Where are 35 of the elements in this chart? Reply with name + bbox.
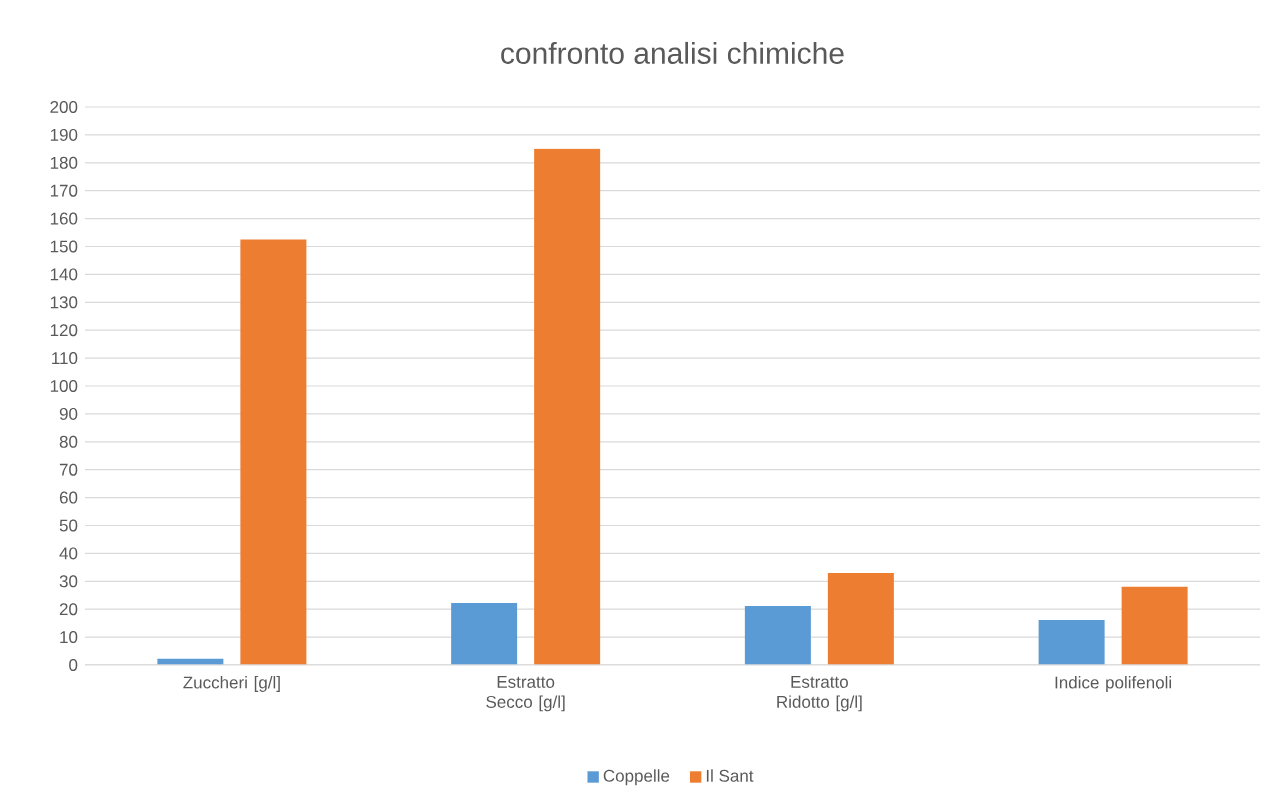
x-tick-label: Estratto Secco [g/l]: [486, 676, 565, 712]
y-tick-label: 160: [50, 212, 78, 225]
x-tick-label: Indice polifenoli: [1055, 676, 1172, 692]
y-tick-label: 120: [50, 324, 78, 337]
y-tick-label: 90: [59, 407, 78, 420]
bar: [451, 603, 518, 665]
bar: [1121, 586, 1188, 665]
bar: [1038, 620, 1105, 665]
y-tick-label: 130: [50, 296, 78, 309]
y-tick-label: 40: [59, 547, 78, 560]
bar: [744, 606, 811, 665]
y-tick-label: 140: [50, 268, 78, 281]
y-tick-label: 190: [50, 128, 78, 141]
y-tick-label: 170: [50, 184, 78, 197]
legend-label: Il Sant: [706, 769, 754, 782]
y-tick-label: 110: [52, 352, 78, 365]
y-tick-label: 70: [59, 463, 78, 476]
y-tick-label: 80: [59, 435, 78, 448]
bar: [240, 239, 307, 665]
x-tick-label: Estratto Ridotto [g/l]: [777, 676, 862, 712]
y-tick-label: 60: [59, 491, 78, 504]
bar: [534, 148, 601, 665]
y-tick-label: 10: [60, 631, 78, 644]
y-tick-label: 20: [59, 603, 78, 616]
bar: [827, 572, 894, 665]
y-tick-label: 150: [50, 240, 78, 253]
legend-label: Coppelle: [603, 769, 670, 786]
chart-title: confronto analisi chimiche: [501, 41, 844, 64]
y-tick-label: 0: [69, 658, 78, 671]
y-tick-label: 200: [50, 100, 78, 114]
y-tick-label: 50: [59, 519, 78, 532]
y-tick-label: 180: [50, 156, 78, 169]
y-tick-label: 100: [50, 379, 78, 392]
x-tick-label: Zuccheri [g/l]: [183, 676, 280, 692]
y-tick-label: 30: [59, 575, 78, 588]
